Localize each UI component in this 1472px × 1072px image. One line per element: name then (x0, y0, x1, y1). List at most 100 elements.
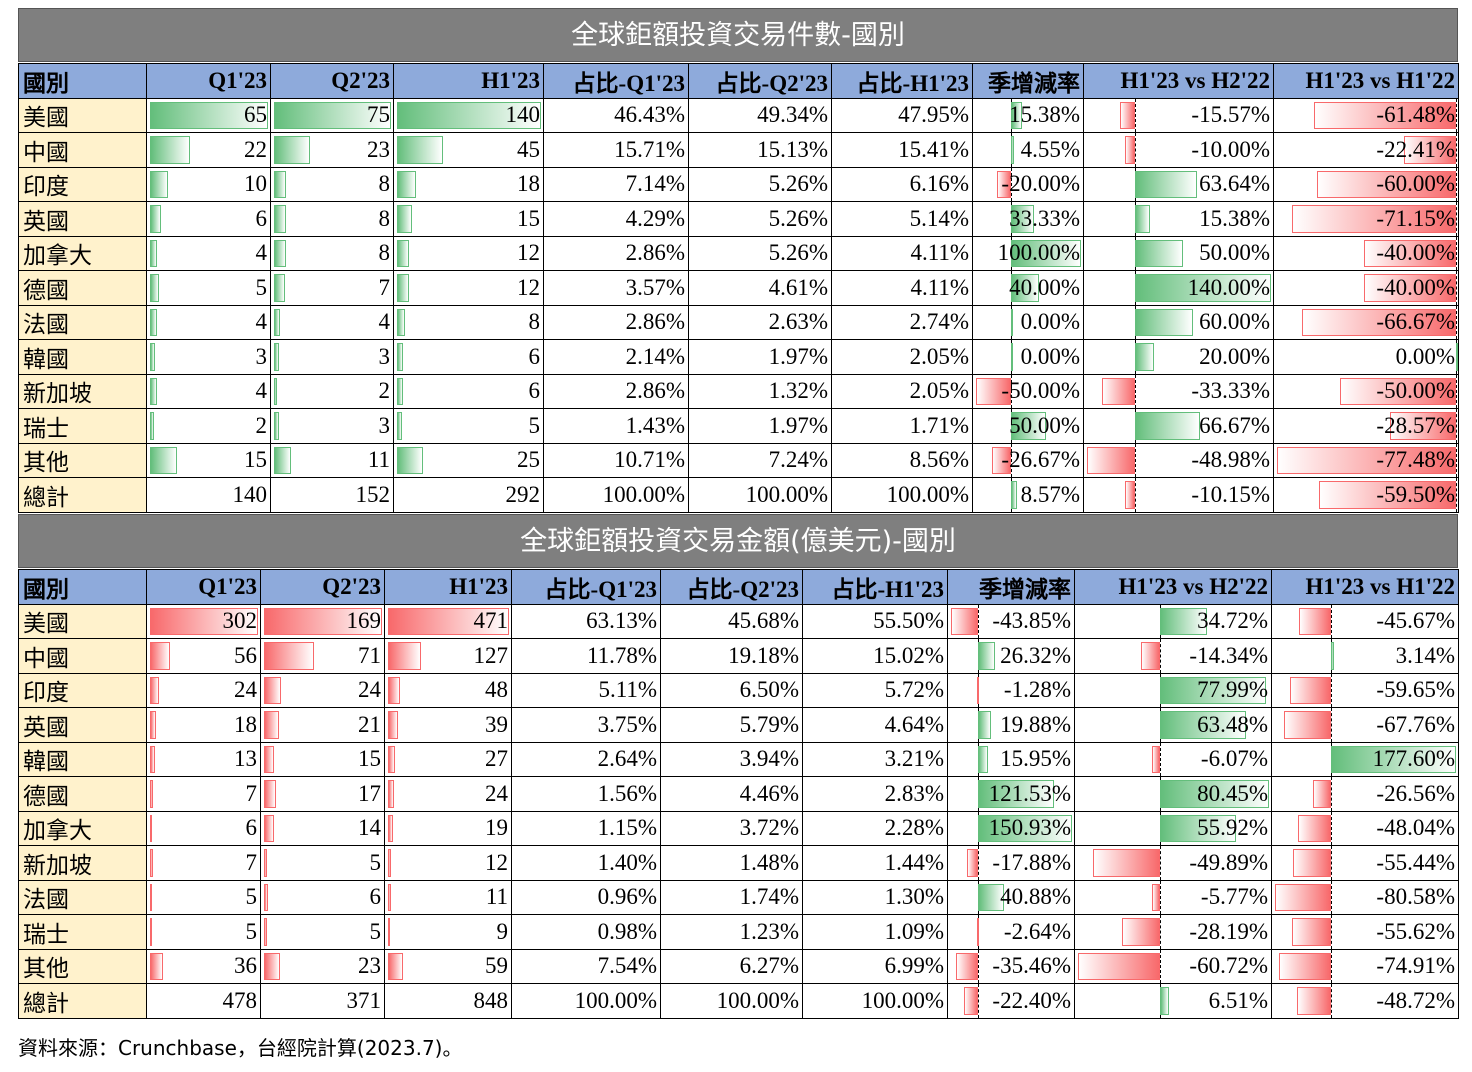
data-bar (977, 676, 980, 704)
row-label: 加拿大 (18, 810, 147, 846)
data-bar (1278, 952, 1332, 980)
data-cell: 121.53% (947, 776, 1075, 812)
data-bar (1297, 987, 1332, 1015)
cell-text: -60.00% (1376, 171, 1455, 197)
cell-text: 5.26% (768, 205, 828, 231)
column-header: H1'23 (384, 569, 512, 605)
data-bar (1151, 745, 1161, 773)
data-bar (1124, 136, 1135, 164)
cell-text: 65 (244, 102, 267, 128)
data-cell: -28.19% (1074, 914, 1272, 950)
cell-text: -22.41% (1376, 136, 1455, 162)
bar-axis (1134, 478, 1136, 512)
data-bar (1363, 239, 1456, 267)
row-label: 加拿大 (18, 235, 147, 271)
data-cell: 48 (384, 672, 512, 708)
cell-text: 7.24% (768, 447, 828, 473)
data-cell: 10 (146, 166, 271, 202)
header-text: 占比-Q2'23 (715, 70, 828, 96)
bar-axis (1160, 846, 1162, 880)
cell-text: 德國 (23, 783, 69, 810)
cell-text: 63.64% (1199, 171, 1270, 197)
data-cell: 1.43% (543, 408, 689, 444)
bar-axis (978, 984, 980, 1018)
data-cell: 2 (270, 373, 394, 409)
bar-axis (1331, 708, 1333, 742)
data-cell: -10.15% (1083, 477, 1274, 513)
data-bar (397, 239, 410, 267)
data-cell: 8 (270, 166, 394, 202)
data-bar (388, 711, 399, 739)
data-cell: 24 (146, 672, 261, 708)
header-text: H1'23 (449, 573, 508, 599)
data-bar (1122, 918, 1161, 946)
data-bar (274, 343, 279, 371)
cell-text: 其他 (23, 956, 69, 983)
data-cell: 4.11% (831, 270, 973, 306)
cell-text: -74.91% (1376, 953, 1455, 979)
data-cell: 302 (146, 603, 261, 639)
data-cell: -43.85% (947, 603, 1075, 639)
cell-text: 中國 (23, 645, 69, 672)
cell-text: 6 (369, 884, 382, 910)
data-bar (397, 205, 413, 233)
cell-text: -48.72% (1376, 987, 1455, 1013)
data-cell: 5.79% (660, 707, 803, 743)
data-bar (1134, 308, 1194, 336)
bar-axis (1011, 374, 1012, 408)
cell-text: 100.00% (574, 987, 657, 1013)
cell-text: 75 (367, 102, 390, 128)
data-cell: 50.00% (972, 408, 1084, 444)
cell-text: 8.56% (909, 447, 969, 473)
row-label: 德國 (18, 270, 147, 306)
cell-text: 6.50% (739, 677, 799, 703)
data-bar (976, 377, 1011, 405)
cell-text: -77.48% (1376, 447, 1455, 473)
data-cell: 65 (146, 97, 271, 133)
data-cell: 0.00% (972, 304, 1084, 340)
bar-axis (1456, 478, 1457, 512)
footnote: 資料來源：Crunchbase，台經院計算(2023.7)。 (18, 1036, 463, 1060)
cell-text: 11 (485, 884, 508, 910)
data-cell: 71 (260, 638, 385, 674)
cell-text: 美國 (23, 105, 69, 132)
data-cell: 0.98% (511, 914, 661, 950)
data-cell: -50.00% (1273, 373, 1459, 409)
cell-text: 法國 (23, 312, 69, 339)
cell-text: 2.28% (884, 815, 944, 841)
data-cell: 1.74% (660, 879, 803, 915)
cell-text: 5.11% (598, 677, 657, 703)
data-bar (1289, 676, 1332, 704)
data-cell: 1.32% (688, 373, 832, 409)
header-text: H1'23 vs H1'22 (1305, 67, 1455, 93)
data-cell: 46.43% (543, 97, 689, 133)
data-bar (150, 883, 152, 911)
cell-text: 24 (358, 677, 381, 703)
data-cell: 13 (146, 741, 261, 777)
cell-text: 302 (222, 608, 258, 634)
data-cell: 169 (260, 603, 385, 639)
bar-axis (1331, 949, 1333, 983)
data-bar (1011, 343, 1013, 371)
data-bar (264, 814, 274, 842)
data-cell: -77.48% (1273, 442, 1459, 478)
cell-text: 11.78% (586, 642, 657, 668)
cell-text: 7.54% (597, 953, 657, 979)
row-label: 英國 (18, 201, 147, 237)
data-cell: 15.41% (831, 132, 973, 168)
cell-text: 德國 (23, 277, 69, 304)
data-cell: -40.00% (1273, 270, 1459, 306)
data-bar (964, 987, 979, 1015)
data-cell: -67.76% (1271, 707, 1459, 743)
data-cell: 40.88% (947, 879, 1075, 915)
cell-text: 13 (234, 746, 257, 772)
cell-text: 8 (378, 205, 391, 231)
data-cell: 4 (146, 373, 271, 409)
data-bar (397, 446, 423, 474)
data-cell: 848 (384, 983, 512, 1019)
data-bar (1092, 849, 1161, 877)
data-bar (274, 205, 287, 233)
bar-axis (1456, 167, 1457, 201)
cell-text: 0.96% (597, 884, 657, 910)
cell-text: 100.00% (997, 240, 1080, 266)
